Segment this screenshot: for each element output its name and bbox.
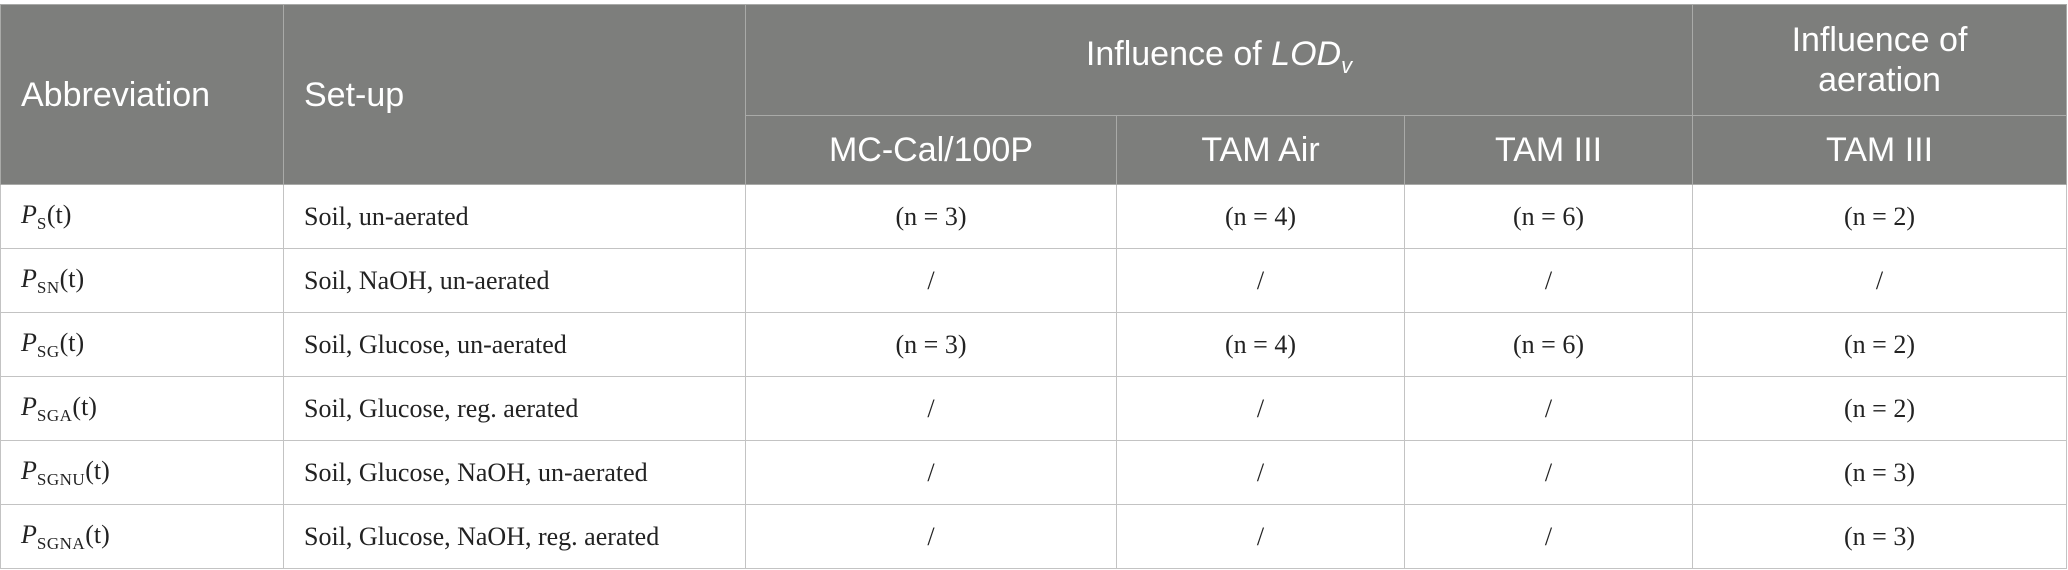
abbreviation-cell: PSG(t) [0, 312, 284, 377]
abbr-subscript: SGNU [36, 469, 86, 489]
abbr-letter: P [21, 263, 37, 293]
tam3-cell: / [1403, 504, 1694, 569]
tamair-cell: / [1116, 504, 1405, 569]
abbr-argument: (t) [85, 519, 110, 549]
tam3-cell: / [1403, 440, 1694, 505]
abbr-argument: (t) [85, 455, 110, 485]
header-row-top: Abbreviation Set-up Influence of LODv In… [0, 4, 2068, 185]
abbreviation-cell: PSGNU(t) [0, 440, 284, 505]
header-influence-aeration: Influence of aeration [1692, 4, 2068, 116]
table-row: PSGNU(t) Soil, Glucose, NaOH, un-aerated… [0, 440, 2068, 505]
header-influence-lod: Influence of LODv [744, 4, 1694, 116]
aeration-tam3-cell: (n = 3) [1692, 440, 2068, 505]
abbreviation-cell: PSGA(t) [0, 376, 284, 441]
abbr-letter: P [21, 455, 37, 485]
header-tam3: TAM III [1403, 115, 1694, 185]
tam3-cell: / [1403, 376, 1694, 441]
tamair-cell: (n = 4) [1116, 184, 1405, 249]
abbr-subscript: S [36, 213, 47, 233]
setup-cell: Soil, Glucose, NaOH, un-aerated [283, 440, 746, 505]
table-row: PSN(t) Soil, NaOH, un-aerated / / / / [0, 248, 2068, 313]
mccal-cell: / [745, 376, 1117, 441]
abbr-letter: P [21, 199, 37, 229]
setup-cell: Soil, un-aerated [283, 184, 746, 249]
header-mccal: MC-Cal/100P [745, 115, 1117, 185]
abbr-argument: (t) [59, 327, 85, 357]
abbreviation-cell: PSN(t) [0, 248, 284, 313]
header-influence-lod-italic: LOD [1271, 35, 1342, 73]
header-tam3-aeration: TAM III [1692, 115, 2068, 185]
aeration-tam3-cell: (n = 2) [1692, 312, 2068, 377]
aeration-tam3-cell: (n = 3) [1692, 504, 2068, 569]
abbr-subscript: SGA [36, 405, 73, 425]
abbreviation-cell: PS(t) [0, 184, 284, 249]
mccal-cell: (n = 3) [745, 184, 1117, 249]
abbreviation-cell: PSGNA(t) [0, 504, 284, 569]
abbr-subscript: SG [36, 341, 60, 361]
header-abbreviation: Abbreviation [0, 4, 284, 185]
mccal-cell: (n = 3) [745, 312, 1117, 377]
table-row: PSGNA(t) Soil, Glucose, NaOH, reg. aerat… [0, 504, 2068, 569]
abbr-subscript: SN [36, 277, 60, 297]
tamair-cell: / [1116, 248, 1405, 313]
table-row: PS(t) Soil, un-aerated (n = 3) (n = 4) (… [0, 184, 2068, 249]
abbr-letter: P [21, 327, 37, 357]
table-row: PSGA(t) Soil, Glucose, reg. aerated / / … [0, 376, 2068, 441]
tam3-cell: / [1403, 248, 1694, 313]
mccal-cell: / [745, 248, 1117, 313]
setup-cell: Soil, Glucose, NaOH, reg. aerated [283, 504, 746, 569]
aeration-tam3-cell: (n = 2) [1692, 184, 2068, 249]
abbr-letter: P [21, 391, 37, 421]
mccal-cell: / [745, 440, 1117, 505]
abbr-argument: (t) [59, 263, 85, 293]
header-influence-lod-subscript: v [1341, 53, 1353, 78]
setup-cell: Soil, Glucose, reg. aerated [283, 376, 746, 441]
table-row: PSG(t) Soil, Glucose, un-aerated (n = 3)… [0, 312, 2068, 377]
header-setup: Set-up [283, 4, 746, 185]
tam3-cell: (n = 6) [1403, 184, 1694, 249]
mccal-cell: / [745, 504, 1117, 569]
abbr-letter: P [21, 519, 37, 549]
experiment-setup-table: Abbreviation Set-up Influence of LODv In… [0, 4, 2068, 569]
table-body: PS(t) Soil, un-aerated (n = 3) (n = 4) (… [0, 184, 2068, 569]
setup-cell: Soil, Glucose, un-aerated [283, 312, 746, 377]
aeration-tam3-cell: (n = 2) [1692, 376, 2068, 441]
header-row-sub: MC-Cal/100P TAM Air TAM III TAM III [1, 115, 2068, 185]
tamair-cell: / [1116, 440, 1405, 505]
abbr-subscript: SGNA [36, 533, 86, 553]
aeration-tam3-cell: / [1692, 248, 2068, 313]
tamair-cell: / [1116, 376, 1405, 441]
abbr-argument: (t) [72, 391, 97, 421]
abbr-argument: (t) [46, 199, 72, 229]
tamair-cell: (n = 4) [1116, 312, 1405, 377]
table-header: Abbreviation Set-up Influence of LODv In… [0, 4, 2068, 185]
header-influence-lod-prefix: Influence of [1085, 35, 1272, 73]
header-influence-aeration-text: Influence of aeration [1791, 21, 1968, 99]
setup-cell: Soil, NaOH, un-aerated [283, 248, 746, 313]
header-tamair: TAM Air [1116, 115, 1405, 185]
tam3-cell: (n = 6) [1403, 312, 1694, 377]
